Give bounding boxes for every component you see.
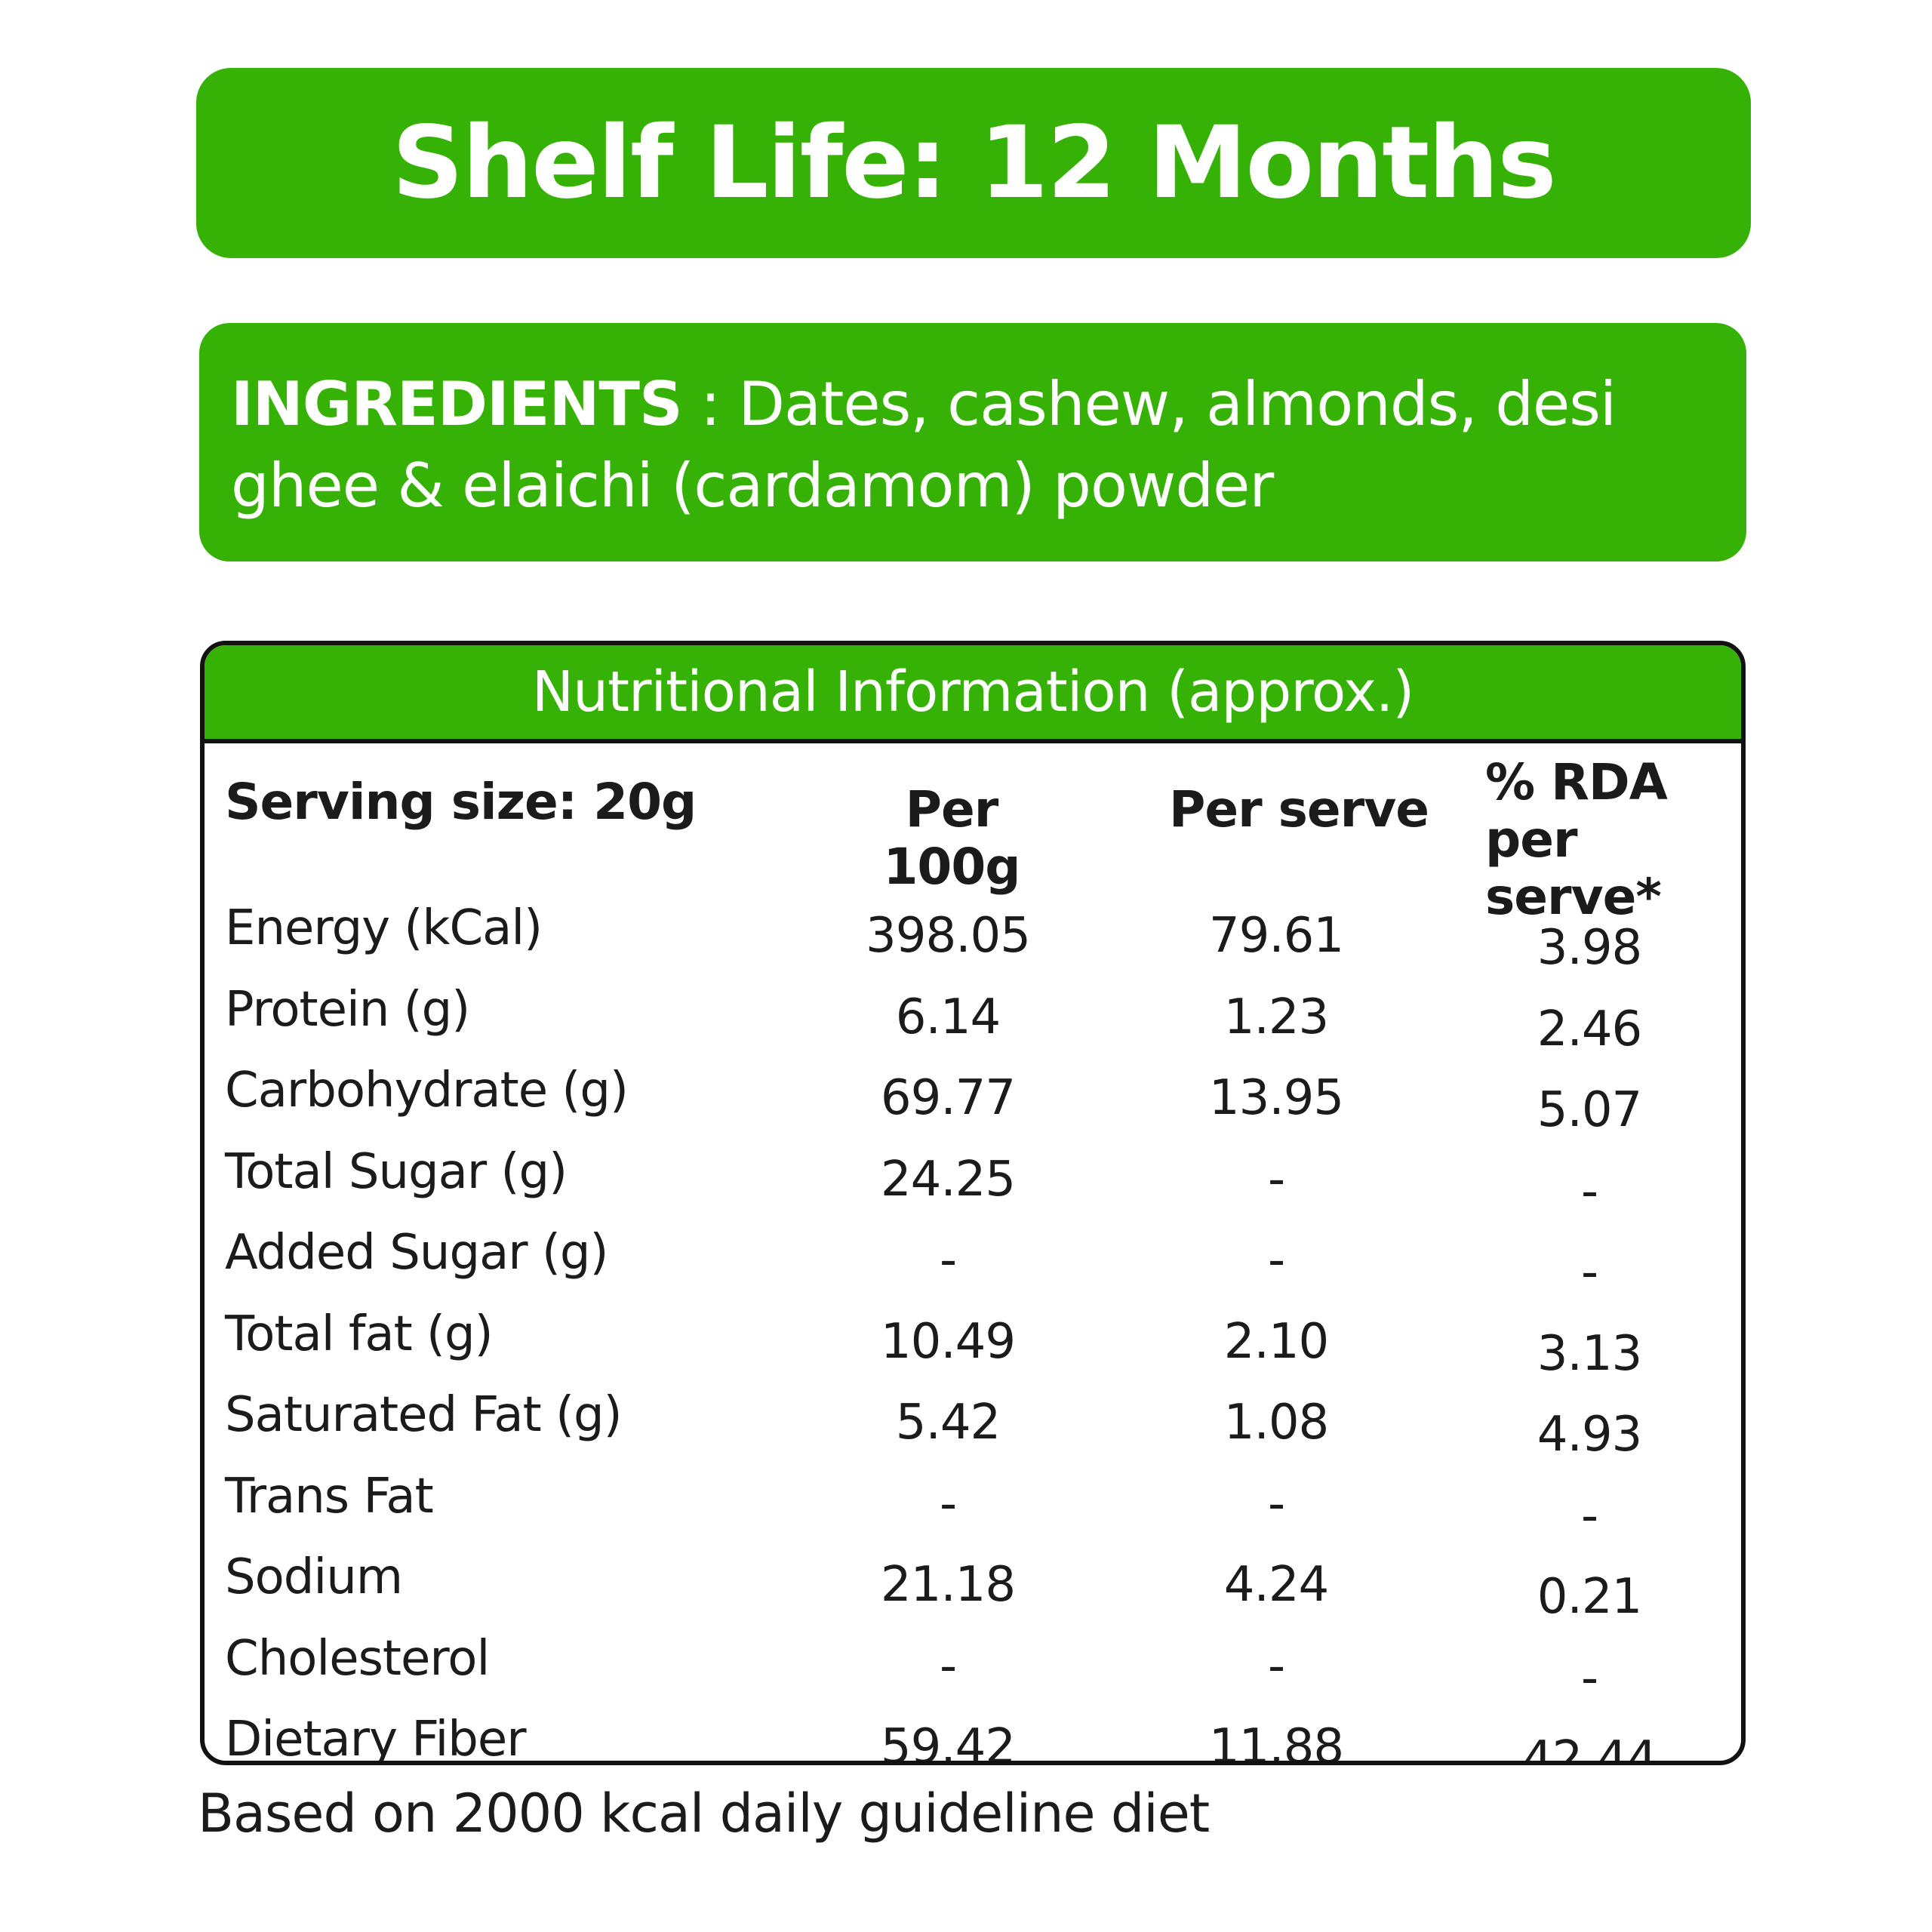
table-header-row: Serving size: 20g Per 100g Per serve % R… xyxy=(205,743,1741,926)
value-per-100g: 5.42 xyxy=(895,1395,1001,1451)
footnote: Based on 2000 kcal daily guideline diet xyxy=(198,1783,1210,1844)
value-rda: - xyxy=(1580,1244,1598,1300)
table-row: Sodium 21.18 4.24 0.21 xyxy=(205,1543,1741,1625)
shelf-life-banner: Shelf Life: 12 Months xyxy=(196,68,1751,258)
value-per-100g: - xyxy=(939,1638,957,1694)
ingredients-box: INGREDIENTS : Dates, cashew, almonds, de… xyxy=(199,323,1746,561)
column-header-per-serve: Per serve xyxy=(1168,780,1429,838)
nutrition-title: Nutritional Information (approx.) xyxy=(205,645,1741,743)
value-per-serve: 1.08 xyxy=(1223,1395,1330,1451)
table-row: Trans Fat - - - xyxy=(205,1463,1741,1544)
value-rda: - xyxy=(1580,1487,1598,1544)
value-rda: 3.13 xyxy=(1537,1325,1643,1382)
value-rda: 5.07 xyxy=(1537,1082,1643,1138)
value-per-100g: - xyxy=(939,1232,957,1288)
table-row: Saturated Fat (g) 5.42 1.08 4.93 xyxy=(205,1381,1741,1463)
nutrition-table: Serving size: 20g Per 100g Per serve % R… xyxy=(205,743,1741,1765)
table-row: Dietary Fiber 59.42 11.88 42.44 xyxy=(205,1706,1741,1765)
table-row: Cholesterol - - - xyxy=(205,1625,1741,1706)
nutrient-name: Cholesterol xyxy=(225,1630,490,1687)
serving-size: Serving size: 20g xyxy=(225,773,697,831)
nutrient-name: Saturated Fat (g) xyxy=(225,1387,623,1443)
value-per-100g: 398.05 xyxy=(866,908,1031,964)
value-per-serve: - xyxy=(1267,1475,1285,1532)
value-per-serve: 13.95 xyxy=(1208,1070,1344,1126)
table-row: Energy (kCal) 398.05 79.61 3.98 xyxy=(205,894,1741,976)
table-row: Protein (g) 6.14 1.23 2.46 xyxy=(205,976,1741,1057)
value-per-serve: - xyxy=(1267,1232,1285,1288)
nutrient-name: Dietary Fiber xyxy=(225,1712,527,1765)
shelf-life-title: Shelf Life: 12 Months xyxy=(392,105,1557,221)
ingredients-label: INGREDIENTS xyxy=(231,369,683,439)
column-header-rda: % RDA per serve* xyxy=(1485,753,1668,926)
value-per-100g: 21.18 xyxy=(880,1557,1016,1613)
table-row: Total Sugar (g) 24.25 - - xyxy=(205,1138,1741,1220)
table-body: Energy (kCal) 398.05 79.61 3.98 Protein (g) 6… xyxy=(205,894,1741,1765)
value-rda: 3.98 xyxy=(1537,920,1643,976)
value-per-serve: 4.24 xyxy=(1223,1557,1330,1613)
value-rda: 2.46 xyxy=(1537,1001,1643,1057)
nutrient-name: Trans Fat xyxy=(225,1468,434,1524)
value-per-100g: 59.42 xyxy=(880,1719,1016,1765)
value-per-100g: 6.14 xyxy=(895,989,1001,1045)
value-per-serve: 11.88 xyxy=(1208,1719,1344,1765)
value-per-serve: 2.10 xyxy=(1223,1313,1330,1370)
nutrient-name: Carbohydrate (g) xyxy=(225,1063,629,1118)
nutrient-name: Added Sugar (g) xyxy=(225,1225,608,1281)
nutrient-name: Energy (kCal) xyxy=(225,900,543,956)
nutrition-card: Nutritional Information (approx.) Servin… xyxy=(200,641,1746,1765)
value-per-100g: 69.77 xyxy=(880,1070,1016,1126)
nutrient-name: Total fat (g) xyxy=(225,1306,494,1362)
nutrient-name: Protein (g) xyxy=(225,981,470,1038)
nutrient-name: Total Sugar (g) xyxy=(225,1143,568,1200)
value-per-100g: 24.25 xyxy=(880,1151,1016,1208)
column-header-per-100g: Per 100g xyxy=(883,780,1020,896)
value-rda: 42.44 xyxy=(1521,1731,1657,1765)
value-rda: 0.21 xyxy=(1537,1569,1643,1625)
value-rda: 4.93 xyxy=(1537,1407,1643,1463)
nutrient-name: Sodium xyxy=(225,1549,403,1605)
value-rda: - xyxy=(1580,1163,1598,1220)
value-per-serve: - xyxy=(1267,1638,1285,1694)
table-row: Added Sugar (g) - - - xyxy=(205,1219,1741,1300)
ingredients-text: : Dates, cashew, almonds, desi ghee & el… xyxy=(231,369,1617,521)
value-per-serve: 1.23 xyxy=(1223,989,1330,1045)
value-per-serve: 79.61 xyxy=(1208,908,1344,964)
value-per-100g: 10.49 xyxy=(880,1313,1016,1370)
table-row: Total fat (g) 10.49 2.10 3.13 xyxy=(205,1300,1741,1382)
value-per-serve: - xyxy=(1267,1151,1285,1208)
table-row: Carbohydrate (g) 69.77 13.95 5.07 xyxy=(205,1057,1741,1138)
value-per-100g: - xyxy=(939,1475,957,1532)
value-rda: - xyxy=(1580,1650,1598,1706)
